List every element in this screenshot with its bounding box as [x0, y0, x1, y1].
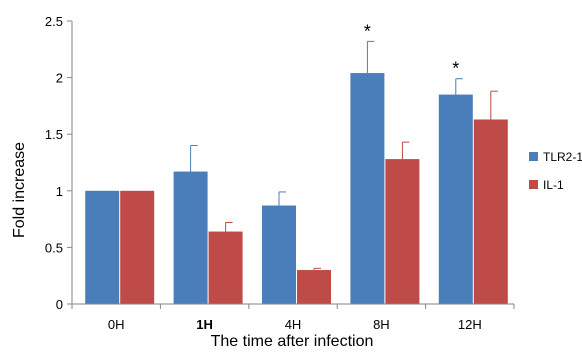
y-tick-label: 1.5	[45, 127, 63, 142]
bar-il-1-12h	[473, 119, 508, 304]
bar-il-1-4h	[297, 270, 331, 304]
bar-tlr2-1-0h	[85, 190, 120, 304]
bar-tlr2-1-8h	[350, 73, 385, 305]
y-axis-title: Fold increase	[11, 142, 28, 238]
bar-tlr2-1-12h	[438, 94, 473, 304]
x-tick-label: 12H	[458, 317, 482, 332]
x-tick-label: 4H	[285, 317, 302, 332]
significance-asterisk: *	[452, 59, 459, 79]
bars	[85, 40, 508, 305]
legend-label: TLR2-1	[543, 150, 582, 164]
legend: TLR2-1 IL-1	[529, 150, 582, 192]
y-tick-label: 1	[56, 184, 63, 199]
bar-il-1-8h	[385, 159, 420, 304]
x-axis: 0H 1H 4H 8H 12H	[71, 303, 515, 332]
y-axis: 0 0.5 1 1.5 2 2.5	[45, 14, 73, 312]
y-tick-label: 2	[56, 71, 63, 86]
y-tick-label: 0	[56, 297, 63, 312]
bar-il-1-1h	[208, 231, 243, 304]
significance-annotations: **	[364, 21, 459, 78]
bar-tlr2-1-4h	[262, 205, 296, 304]
x-tick-label: 0H	[108, 317, 125, 332]
legend-label: IL-1	[543, 178, 564, 192]
x-tick-label: 1H	[196, 317, 213, 332]
y-tick-label: 2.5	[45, 14, 63, 29]
legend-swatch	[529, 180, 538, 189]
legend-swatch	[529, 152, 538, 161]
x-tick-label: 8H	[373, 317, 390, 332]
y-tick-label: 0.5	[45, 240, 63, 255]
x-axis-title: The time after infection	[211, 333, 374, 350]
significance-asterisk: *	[364, 21, 371, 41]
bar-il-1-0h	[120, 190, 155, 304]
bar-tlr2-1-1h	[173, 171, 208, 304]
